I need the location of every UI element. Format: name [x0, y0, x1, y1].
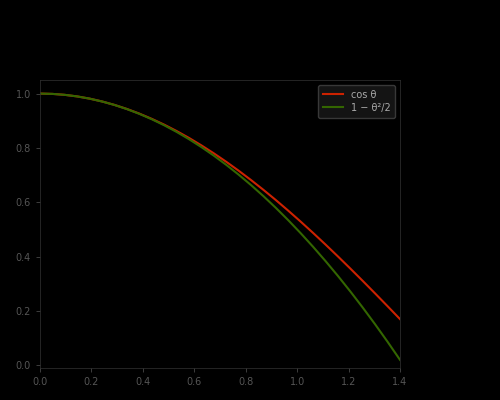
1 − θ²/2 [348, 289, 354, 294]
cos θ [124, 106, 130, 111]
1 − θ²/2 [273, 206, 279, 210]
1 − θ²/2 [186, 137, 192, 142]
1 − θ²/2 [397, 358, 403, 362]
cos θ [335, 254, 341, 259]
cos θ [186, 136, 192, 140]
cos θ [260, 188, 266, 192]
Line: 1 − θ²/2: 1 − θ²/2 [40, 94, 400, 360]
cos θ [50, 92, 56, 96]
cos θ [112, 102, 117, 107]
1 − θ²/2 [112, 102, 117, 107]
Line: cos θ: cos θ [40, 94, 400, 319]
cos θ [62, 92, 68, 97]
1 − θ²/2 [198, 145, 204, 150]
1 − θ²/2 [174, 130, 180, 134]
1 − θ²/2 [286, 218, 292, 223]
cos θ [236, 168, 242, 173]
cos θ [310, 230, 316, 235]
1 − θ²/2 [335, 274, 341, 278]
1 − θ²/2 [223, 162, 229, 167]
cos θ [174, 129, 180, 134]
cos θ [223, 159, 229, 164]
1 − θ²/2 [74, 94, 80, 99]
cos θ [298, 219, 304, 224]
cos θ [286, 208, 292, 213]
1 − θ²/2 [322, 259, 328, 264]
cos θ [384, 304, 390, 309]
1 − θ²/2 [298, 231, 304, 236]
cos θ [372, 291, 378, 296]
cos θ [37, 91, 43, 96]
cos θ [161, 122, 167, 127]
cos θ [136, 111, 142, 116]
1 − θ²/2 [372, 322, 378, 327]
1 − θ²/2 [161, 123, 167, 128]
cos θ [360, 278, 366, 283]
1 − θ²/2 [86, 96, 92, 101]
1 − θ²/2 [384, 340, 390, 344]
cos θ [322, 242, 328, 247]
1 − θ²/2 [260, 194, 266, 198]
1 − θ²/2 [62, 92, 68, 97]
1 − θ²/2 [37, 91, 43, 96]
cos θ [248, 178, 254, 182]
1 − θ²/2 [211, 153, 217, 158]
cos θ [211, 151, 217, 156]
1 − θ²/2 [99, 99, 105, 104]
1 − θ²/2 [310, 244, 316, 249]
Legend: cos θ, 1 − θ²/2: cos θ, 1 − θ²/2 [318, 85, 395, 118]
1 − θ²/2 [148, 117, 154, 122]
1 − θ²/2 [236, 172, 242, 177]
1 − θ²/2 [136, 112, 142, 116]
1 − θ²/2 [248, 183, 254, 188]
cos θ [86, 96, 92, 101]
cos θ [273, 198, 279, 202]
cos θ [198, 143, 204, 148]
cos θ [74, 94, 80, 99]
cos θ [397, 317, 403, 322]
cos θ [99, 99, 105, 104]
cos θ [148, 116, 154, 121]
1 − θ²/2 [124, 107, 130, 112]
1 − θ²/2 [50, 92, 56, 96]
1 − θ²/2 [360, 305, 366, 310]
cos θ [348, 266, 354, 271]
